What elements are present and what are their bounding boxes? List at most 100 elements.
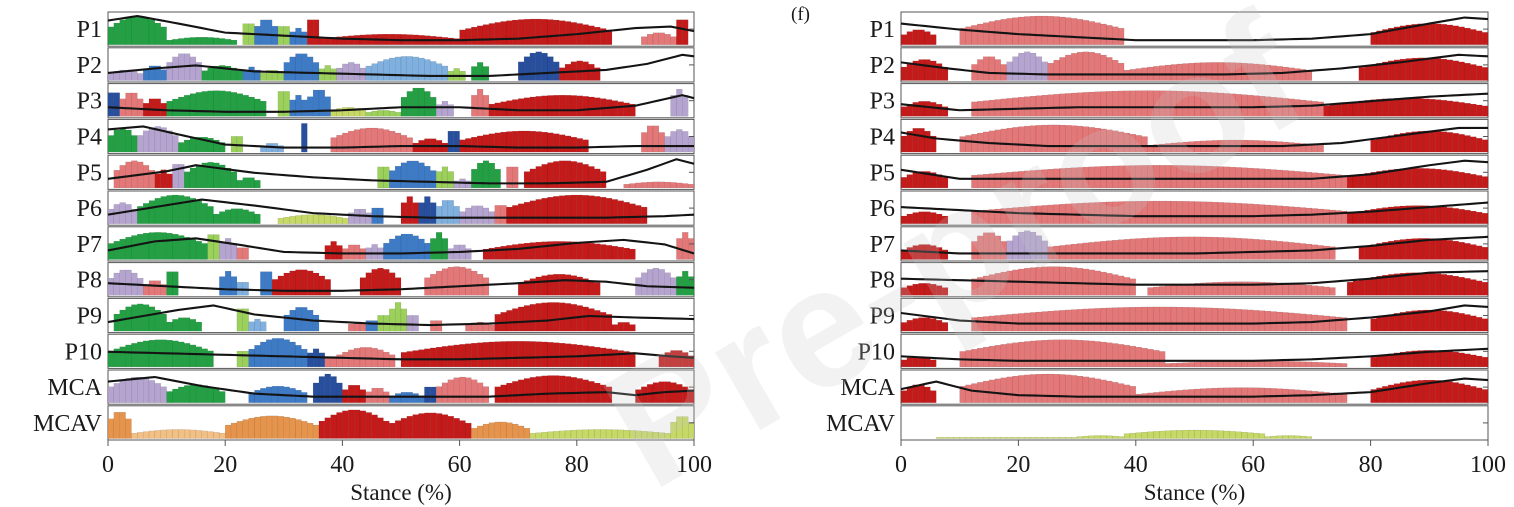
bar <box>1076 340 1084 368</box>
bar <box>1476 65 1483 81</box>
bar <box>330 241 337 260</box>
bar <box>582 96 589 117</box>
bar <box>1059 437 1066 439</box>
bar <box>1147 306 1154 332</box>
bar <box>441 238 449 260</box>
bar <box>394 56 402 81</box>
bar <box>1323 315 1330 332</box>
bar <box>477 135 484 153</box>
trend-curve <box>900 377 1489 398</box>
bar <box>553 95 560 117</box>
bar <box>137 16 144 45</box>
bar <box>1358 100 1365 117</box>
bar <box>418 349 425 368</box>
bar-segment <box>330 107 366 117</box>
bar <box>125 204 132 224</box>
bar <box>160 69 167 81</box>
bar <box>582 429 589 439</box>
bar <box>1452 312 1459 332</box>
bar <box>184 343 191 368</box>
bar <box>400 308 408 332</box>
bar <box>131 377 138 403</box>
bar <box>359 323 366 332</box>
trend-curve <box>900 92 1489 112</box>
bar <box>295 53 302 81</box>
bar <box>277 275 284 296</box>
bar <box>1458 61 1465 81</box>
bar <box>1118 275 1125 296</box>
bar <box>1393 169 1401 189</box>
bar <box>988 346 996 368</box>
bar <box>635 205 642 224</box>
bar <box>465 248 472 260</box>
bar-segment <box>377 166 390 189</box>
trend-curve <box>900 270 1489 286</box>
bar <box>377 166 384 189</box>
bar <box>424 277 431 296</box>
bar <box>1170 430 1178 439</box>
bar <box>137 135 144 153</box>
bar <box>172 233 179 260</box>
bar <box>687 276 695 296</box>
row-label: MCA <box>47 375 102 401</box>
row-label: P5 <box>870 160 895 186</box>
bar <box>605 348 613 368</box>
bar <box>394 420 402 439</box>
bar <box>1018 437 1025 439</box>
bar-segment <box>307 89 331 117</box>
bar <box>506 100 513 117</box>
bar <box>506 341 513 368</box>
bar <box>172 271 179 296</box>
left-row-p7: P7 <box>77 226 695 262</box>
bar <box>1264 204 1271 224</box>
bar <box>1170 306 1178 332</box>
bar <box>353 244 361 260</box>
bar-segment <box>1370 23 1489 45</box>
bar <box>477 382 484 403</box>
bar <box>172 429 179 439</box>
bar <box>1458 26 1465 45</box>
bar <box>1317 362 1324 368</box>
bar <box>518 98 525 117</box>
bar <box>1147 349 1154 368</box>
bar <box>1100 307 1107 332</box>
bar <box>605 386 613 403</box>
bar <box>541 19 548 45</box>
bar <box>400 135 408 153</box>
bar-segment <box>1264 435 1313 439</box>
bar <box>371 414 378 439</box>
bar <box>529 18 536 45</box>
left-row-p4: P4 <box>77 118 695 155</box>
bar <box>301 31 308 45</box>
bar <box>547 342 554 368</box>
right-row-p7: P7 <box>870 226 1489 262</box>
right-row-mca: MCA <box>840 369 1489 405</box>
bar <box>576 305 583 332</box>
bar <box>1170 236 1178 260</box>
bar <box>260 388 267 403</box>
bar <box>518 341 525 368</box>
bar <box>1464 353 1471 368</box>
bar <box>312 89 320 117</box>
bar <box>447 379 454 403</box>
bar-segment <box>900 317 949 332</box>
right-row-p1: P1 <box>870 11 1489 47</box>
bar <box>670 36 677 45</box>
bar <box>1423 272 1430 296</box>
bar <box>1029 52 1037 81</box>
bar <box>1247 203 1254 224</box>
bar <box>260 416 267 439</box>
bar <box>594 26 601 45</box>
bar <box>1405 272 1412 296</box>
bar <box>400 202 408 224</box>
bar <box>629 324 636 332</box>
bar <box>535 51 542 81</box>
bar <box>1323 362 1330 368</box>
bar <box>518 61 525 81</box>
bar <box>564 430 572 439</box>
bar <box>900 390 908 403</box>
trend-curve <box>107 350 695 361</box>
bar <box>225 238 232 260</box>
bar-segment <box>1358 238 1489 260</box>
